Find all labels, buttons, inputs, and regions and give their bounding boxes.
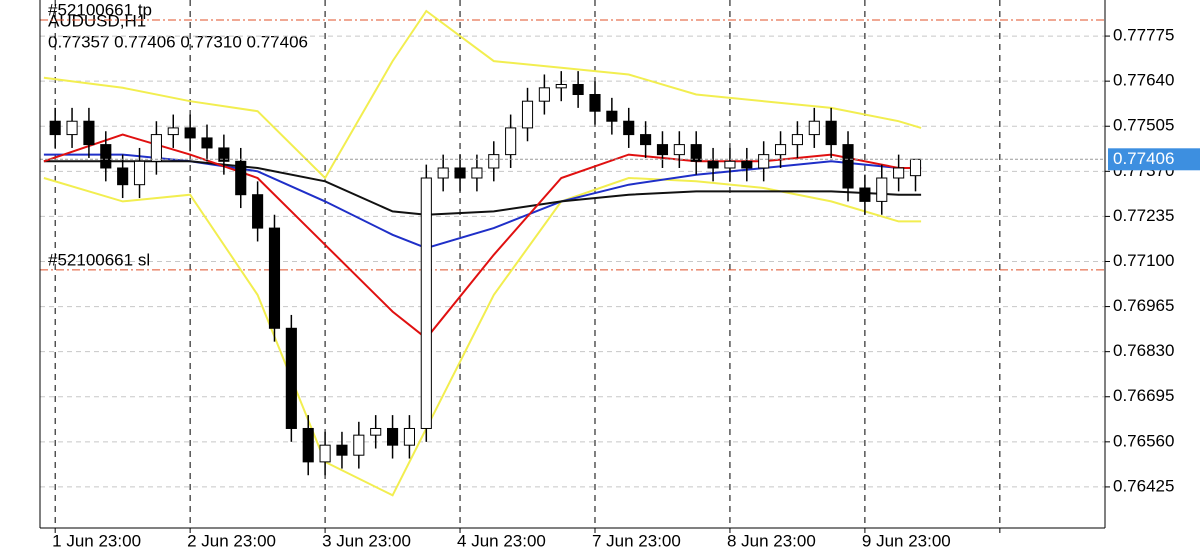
candle-body bbox=[370, 427, 382, 436]
y-tick-label: 0.76425 bbox=[1113, 476, 1174, 495]
candle-body bbox=[201, 137, 213, 149]
x-tick-label: 7 Jun 23:00 bbox=[592, 531, 681, 550]
candle-body bbox=[808, 120, 820, 136]
candle-body bbox=[319, 444, 331, 463]
y-tick-label: 0.77775 bbox=[1113, 26, 1174, 45]
x-tick-label: 1 Jun 23:00 bbox=[52, 531, 141, 550]
candle-body bbox=[268, 227, 281, 329]
candle-body bbox=[909, 158, 922, 177]
candle-body bbox=[791, 134, 803, 146]
candle-body bbox=[555, 83, 567, 89]
candle-body bbox=[707, 160, 719, 169]
candle-body bbox=[184, 127, 196, 139]
candle-body bbox=[133, 160, 146, 186]
candle-body bbox=[437, 167, 449, 179]
candle-body bbox=[505, 127, 517, 156]
candle-body bbox=[83, 120, 95, 146]
candle-body bbox=[623, 120, 635, 136]
y-tick-label: 0.77505 bbox=[1113, 116, 1174, 135]
indicator-line bbox=[43, 176, 922, 497]
candle-body bbox=[724, 160, 736, 169]
ohlc-info: 0.77357 0.77406 0.77310 0.77406 bbox=[48, 32, 308, 51]
candle-body bbox=[876, 177, 888, 202]
candle-body bbox=[150, 134, 162, 162]
x-tick-label: 9 Jun 23:00 bbox=[862, 531, 951, 550]
bid-box bbox=[1108, 148, 1200, 171]
candle-body bbox=[353, 434, 365, 456]
candle-body bbox=[859, 187, 871, 202]
candle-body bbox=[471, 167, 483, 179]
x-tick-label: 8 Jun 23:00 bbox=[727, 531, 816, 550]
candle-body bbox=[606, 110, 618, 122]
candle-body bbox=[252, 194, 264, 229]
y-tick-label: 0.76965 bbox=[1113, 296, 1174, 315]
indicator-line bbox=[43, 160, 922, 216]
candle-body bbox=[538, 87, 550, 102]
candle-body bbox=[521, 100, 534, 129]
y-tick-label: 0.76830 bbox=[1113, 341, 1174, 360]
indicator-line bbox=[43, 153, 922, 250]
candle-body bbox=[235, 160, 247, 196]
candle-body bbox=[100, 144, 112, 169]
y-tick-label: 0.76695 bbox=[1113, 386, 1174, 405]
symbol: AUDUSD,H1 bbox=[48, 11, 146, 30]
indicator-line bbox=[43, 9, 922, 180]
indicator-line bbox=[43, 133, 922, 340]
candle-body bbox=[117, 167, 129, 186]
candle-body bbox=[285, 327, 297, 429]
x-tick-label: 3 Jun 23:00 bbox=[322, 531, 411, 550]
candle-body bbox=[572, 83, 584, 96]
y-tick-label: 0.77235 bbox=[1113, 206, 1174, 225]
candle-body bbox=[741, 160, 753, 169]
candle-body bbox=[387, 427, 399, 446]
y-tick-label: 0.76560 bbox=[1113, 431, 1174, 450]
candle-body bbox=[673, 144, 685, 156]
level-label: #52100661 tp bbox=[48, 1, 152, 20]
candle-body bbox=[336, 444, 348, 456]
candle-body bbox=[589, 94, 601, 112]
bid-label: 0.77406 bbox=[1113, 149, 1174, 168]
candle-body bbox=[218, 147, 230, 162]
candle-body bbox=[758, 154, 770, 169]
candle-body bbox=[825, 120, 837, 146]
candle-body bbox=[656, 144, 669, 156]
candle-body bbox=[403, 427, 415, 446]
candle-body bbox=[454, 167, 466, 179]
y-tick-label: 0.77100 bbox=[1113, 251, 1174, 270]
x-tick-label: 2 Jun 23:00 bbox=[187, 531, 276, 550]
candle-body bbox=[167, 127, 179, 136]
candle-body bbox=[66, 120, 78, 136]
candle-body bbox=[842, 144, 854, 189]
candle-body bbox=[640, 134, 652, 146]
candle-body bbox=[488, 154, 500, 169]
candle-body bbox=[774, 144, 787, 156]
candle-body bbox=[893, 167, 905, 179]
candle-body bbox=[302, 427, 314, 463]
y-tick-label: 0.77640 bbox=[1113, 71, 1174, 90]
candle-body bbox=[420, 177, 432, 429]
candle-body bbox=[49, 120, 61, 136]
x-tick-label: 4 Jun 23:00 bbox=[457, 531, 546, 550]
level-label: #52100661 sl bbox=[48, 250, 150, 269]
candle-body bbox=[690, 144, 702, 162]
